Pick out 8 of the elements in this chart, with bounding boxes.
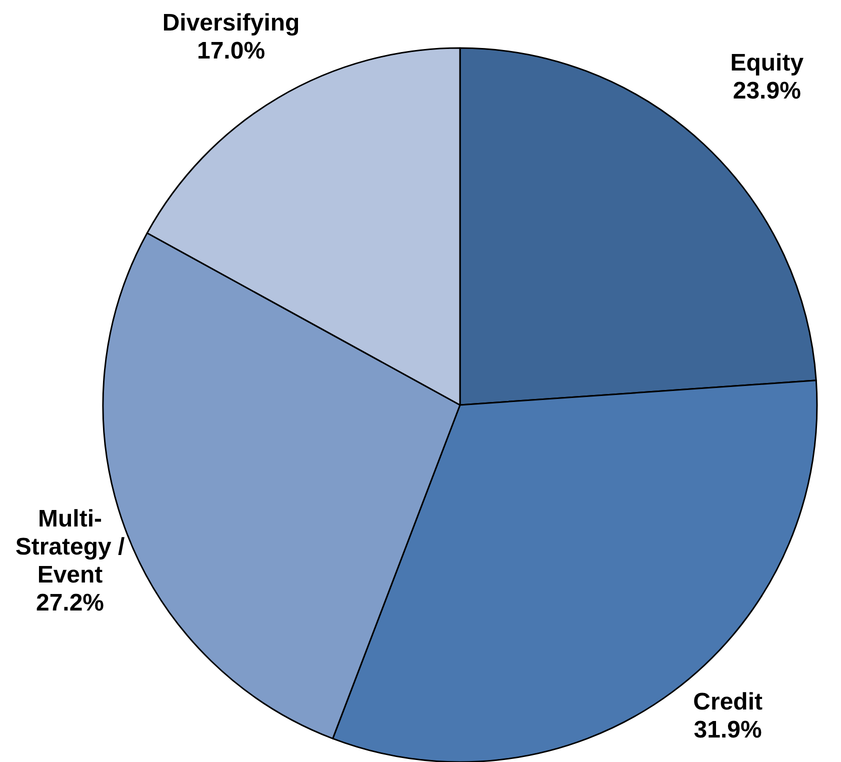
slice-label: Equity xyxy=(730,50,804,77)
data-label: 17.0% xyxy=(196,37,266,64)
data-label: 23.9% xyxy=(732,78,801,105)
slice-label: Diversifying xyxy=(162,9,300,36)
data-label: 27.2% xyxy=(36,589,104,616)
slice-label: Credit xyxy=(693,688,762,716)
slice-label: Multi- Strategy / Event xyxy=(15,505,126,588)
data-label: 31.9% xyxy=(694,716,762,744)
